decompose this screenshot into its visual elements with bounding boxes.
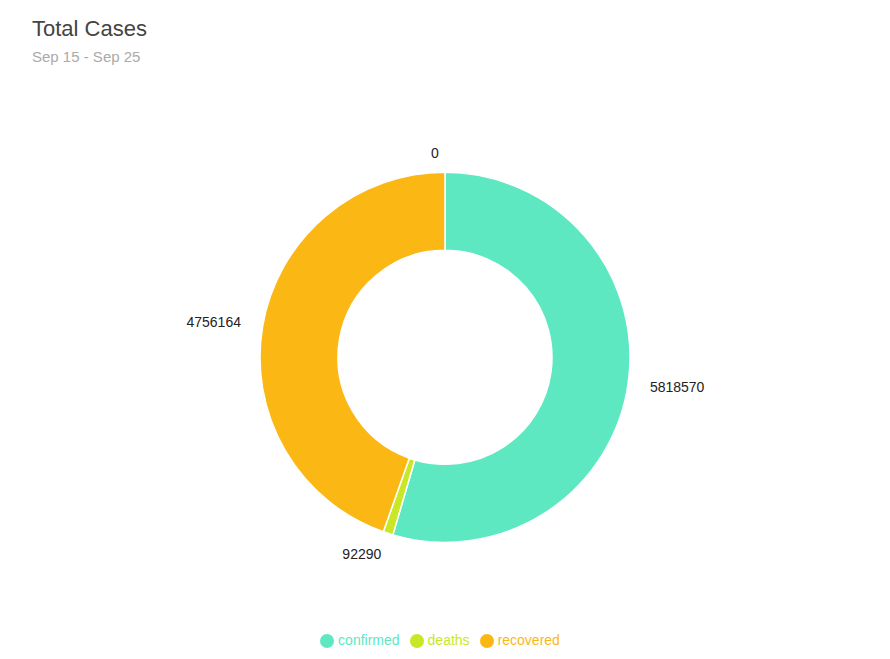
svg-text:5818570: 5818570 [650, 379, 705, 395]
html-text:Sep 15 - Sep 25: Sep 15 - Sep 25 [32, 48, 141, 65]
svg-text:0: 0 [431, 145, 439, 161]
html-text:deaths: deaths [427, 631, 470, 648]
html-text:confirmed: confirmed [338, 631, 400, 648]
html-text:Total Cases: Total Cases [32, 16, 147, 41]
html-text:recovered: recovered [497, 631, 560, 648]
svg-text:92290: 92290 [342, 546, 381, 562]
svg-text:4756164: 4756164 [186, 314, 241, 330]
